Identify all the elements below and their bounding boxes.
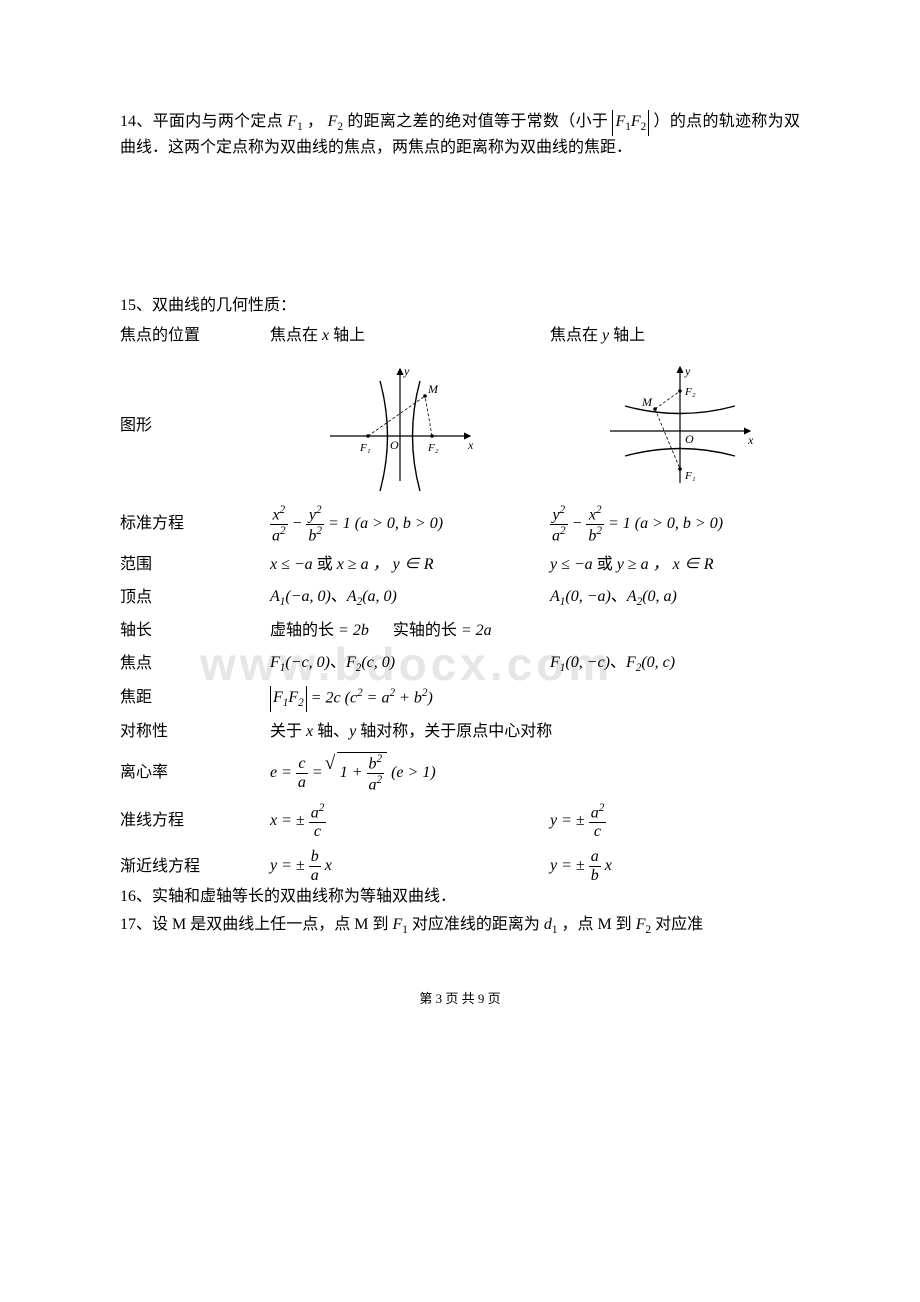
page-footer: 第 3 页 共 9 页 — [120, 989, 800, 1009]
row-eccentricity-label: 离心率 — [120, 761, 250, 785]
range-y: y ≤ −a 或 y ≥ a ， x ∈ R — [550, 553, 810, 577]
vertex-y: A1(0, −a)、A2(0, a) — [550, 585, 810, 611]
std-eq-x: x2a2 − y2b2 = 1 (a > 0, b > 0) — [270, 504, 530, 545]
header-x-axis: 焦点在 x 轴上 — [270, 324, 530, 348]
eccentricity-value: e = ca = 1 + b2a2 (e > 1) — [270, 752, 810, 794]
svg-text:F₁: F₁ — [684, 470, 696, 482]
focus-x: F1(−c, 0)、F2(c, 0) — [270, 651, 530, 677]
header-focus-position: 焦点的位置 — [120, 324, 250, 348]
hyperbola-y-figure: y x O M F₂ F₁ — [550, 356, 810, 496]
header-y-axis: 焦点在 y 轴上 — [550, 324, 810, 348]
svg-text:M: M — [427, 382, 439, 396]
vertex-x: A1(−a, 0)、A2(a, 0) — [270, 585, 530, 611]
svg-text:y: y — [403, 364, 410, 378]
svg-text:M: M — [641, 395, 653, 409]
hyperbola-x-figure: y x O M F₁ F₂ — [270, 356, 530, 496]
row-focus-label: 焦点 — [120, 652, 250, 676]
paragraph-15-title: 15、双曲线的几何性质： — [120, 294, 800, 318]
svg-text:F₂: F₂ — [427, 442, 439, 454]
range-x: x ≤ −a 或 x ≥ a ， y ∈ R — [270, 553, 530, 577]
row-directrix-label: 准线方程 — [120, 809, 250, 833]
axis-len-value: 虚轴的长 = 2b 实轴的长 = 2a — [270, 619, 810, 643]
svg-text:F₂: F₂ — [684, 386, 696, 398]
row-range-label: 范围 — [120, 553, 250, 577]
row-focal-dist-label: 焦距 — [120, 686, 250, 710]
row-asymptote-label: 渐近线方程 — [120, 855, 250, 879]
directrix-x: x = ± a2c — [270, 802, 530, 841]
symmetry-value: 关于 x 轴、y 轴对称，关于原点中心对称 — [270, 720, 810, 744]
svg-text:F₁: F₁ — [359, 442, 371, 454]
row-vertex-label: 顶点 — [120, 586, 250, 610]
paragraph-16: 16、实轴和虚轴等长的双曲线称为等轴双曲线． — [120, 885, 800, 909]
paragraph-14: 14、平面内与两个定点 F1 ， F2 的距离之差的绝对值等于常数（小于 F1F… — [120, 110, 800, 160]
directrix-y: y = ± a2c — [550, 802, 810, 841]
std-eq-y: y2a2 − x2b2 = 1 (a > 0, b > 0) — [550, 504, 810, 545]
svg-text:x: x — [467, 438, 474, 452]
asymptote-x: y = ± ba x — [270, 848, 530, 884]
svg-text:O: O — [390, 438, 399, 452]
asymptote-y: y = ± ab x — [550, 848, 810, 884]
paragraph-17: 17、设 M 是双曲线上任一点，点 M 到 F1 对应准线的距离为 d1 ，点 … — [120, 913, 800, 939]
row-axis-len-label: 轴长 — [120, 619, 250, 643]
row-figure-label: 图形 — [120, 414, 250, 438]
svg-text:O: O — [685, 432, 694, 446]
svg-text:y: y — [684, 364, 691, 378]
row-std-eq-label: 标准方程 — [120, 512, 250, 536]
focus-y: F1(0, −c)、F2(0, c) — [550, 651, 810, 677]
properties-table: 焦点的位置 焦点在 x 轴上 焦点在 y 轴上 图形 y x O — [120, 324, 800, 885]
focal-dist-value: F1F2 = 2c (c2 = a2 + b2) — [270, 685, 810, 712]
page-content: 14、平面内与两个定点 F1 ， F2 的距离之差的绝对值等于常数（小于 F1F… — [120, 110, 800, 1008]
svg-text:x: x — [747, 433, 754, 447]
row-symmetry-label: 对称性 — [120, 720, 250, 744]
